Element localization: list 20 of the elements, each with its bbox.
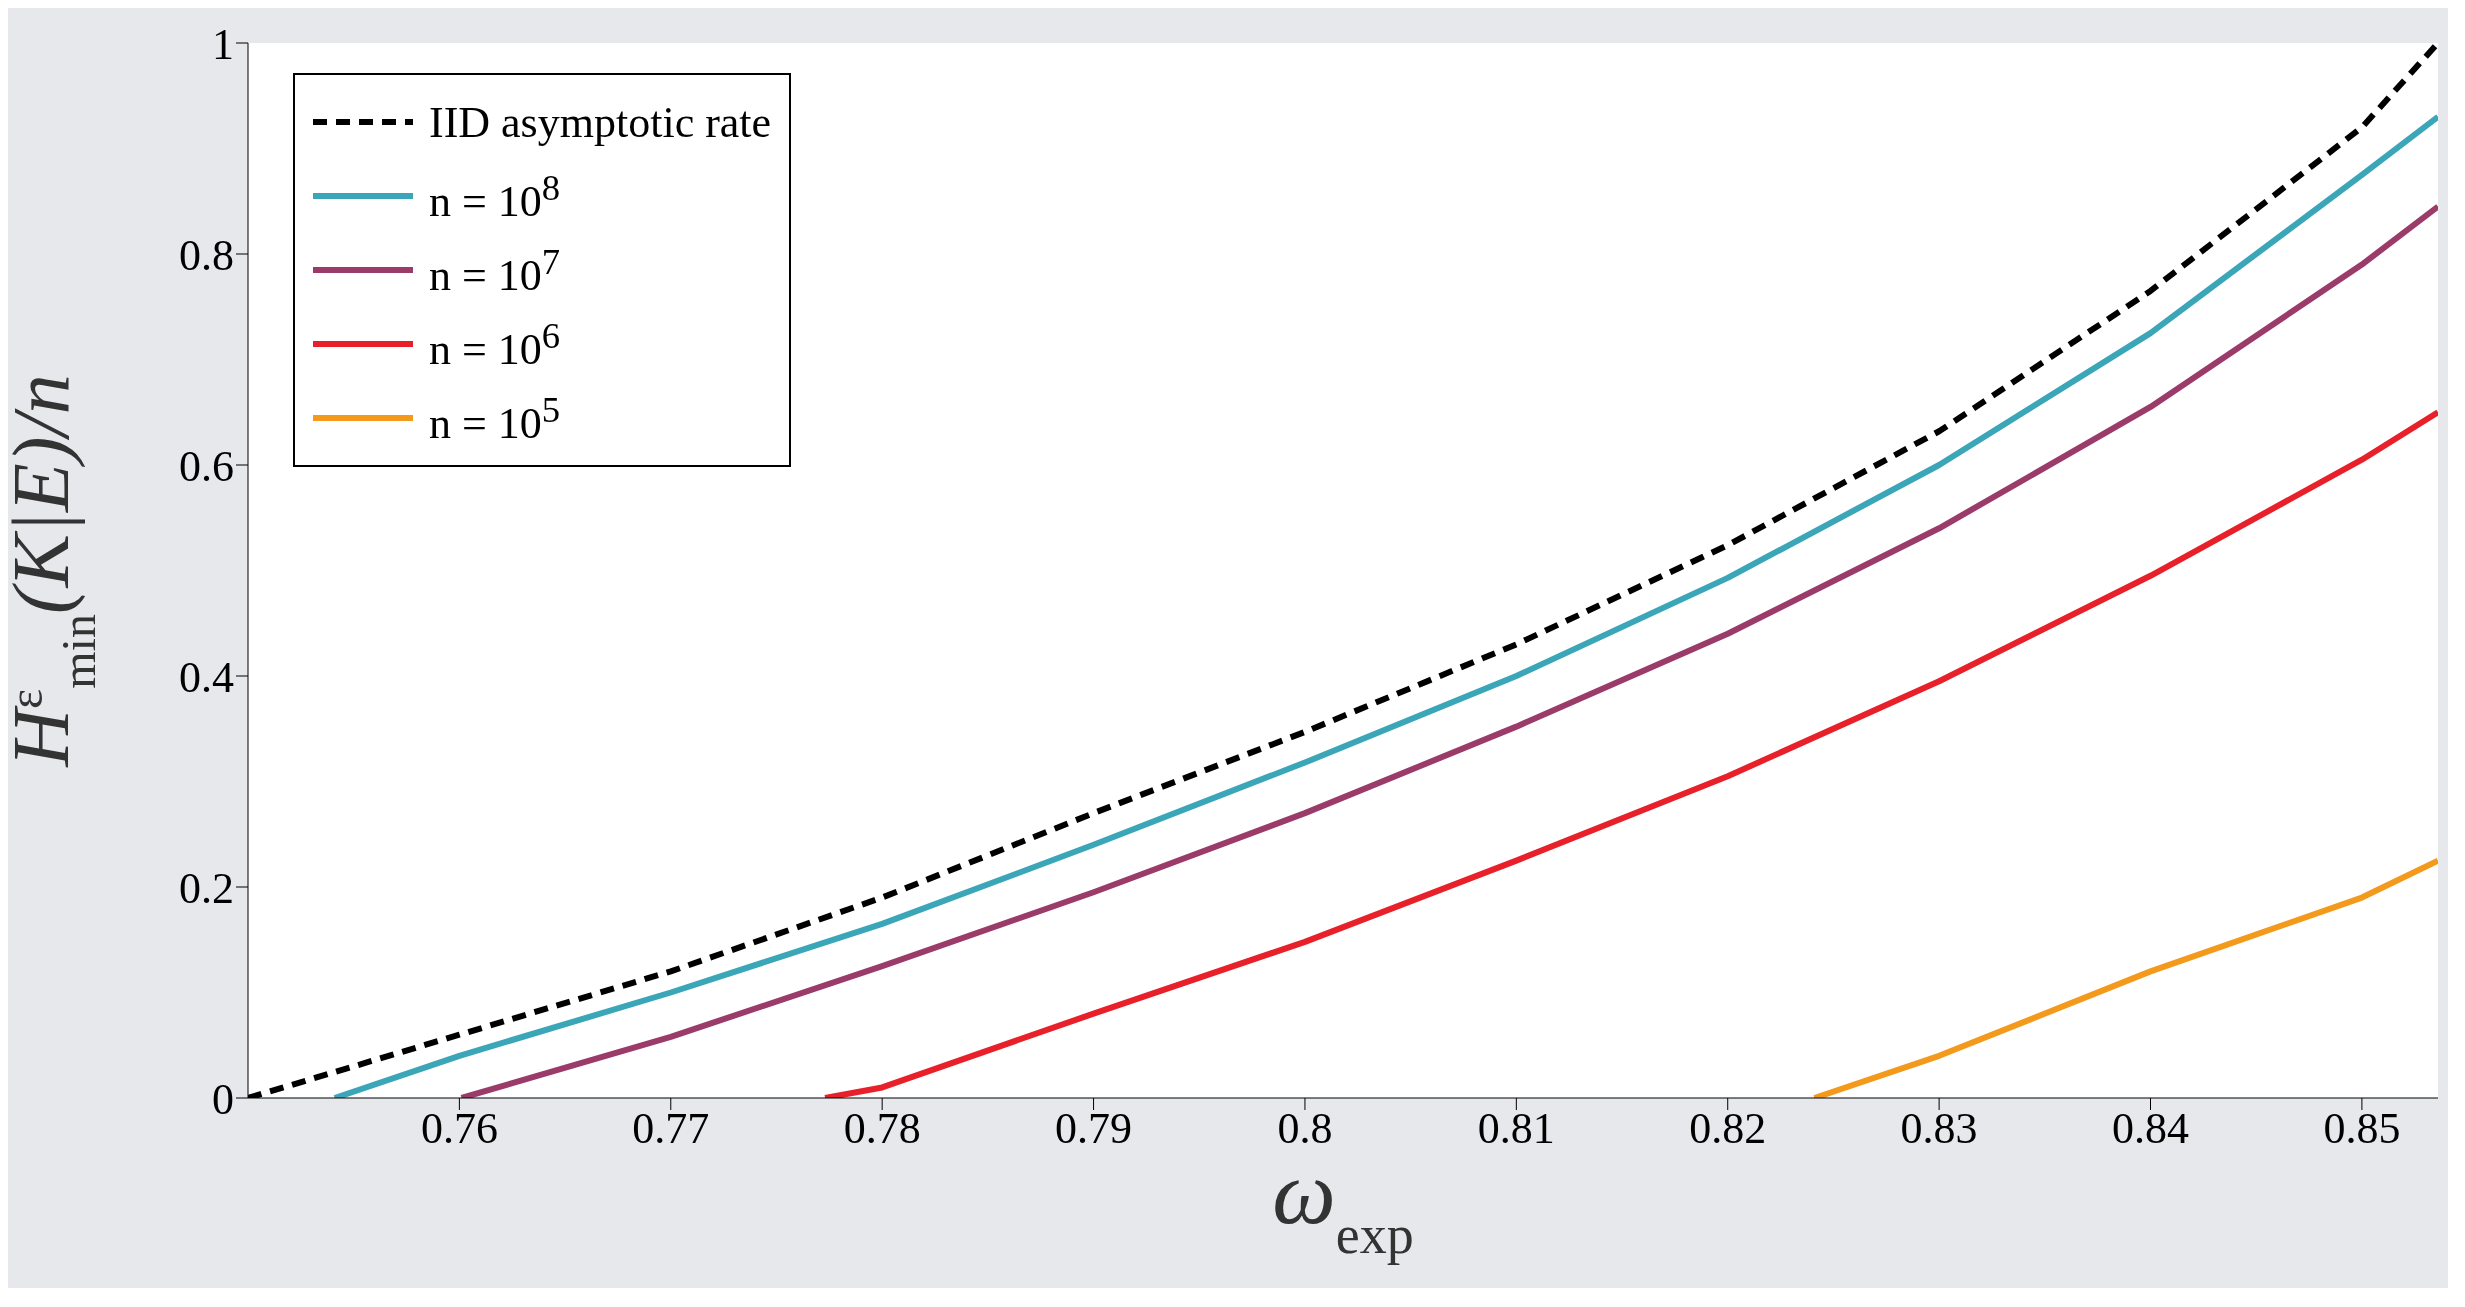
x-tick-label: 0.82 (1689, 1104, 1767, 1154)
x-tick-label: 0.79 (1055, 1104, 1133, 1154)
y-tick-label: 0.2 (179, 863, 234, 913)
x-tick-label: 0.83 (1900, 1104, 1978, 1154)
y-tick-label: 0.6 (179, 441, 234, 491)
x-tick-label: 0.81 (1477, 1104, 1555, 1154)
legend-label: n = 10$^{8}$ (429, 165, 561, 227)
legend-label: IID asymptotic rate (429, 96, 772, 148)
legend-label: n = 10$^{7}$ (429, 239, 561, 301)
x-tick-label: 0.84 (2112, 1104, 2190, 1154)
y-tick-label: 1 (212, 19, 234, 69)
legend-label: n = 10$^{6}$ (429, 313, 561, 375)
y-tick-label: 0 (212, 1074, 234, 1124)
y-tick-label: 0.4 (179, 652, 234, 702)
x-tick-label: 0.77 (632, 1104, 710, 1154)
x-tick-label: 0.76 (420, 1104, 498, 1154)
x-tick-label: 0.78 (843, 1104, 921, 1154)
legend-label: n = 10$^{5}$ (429, 387, 561, 449)
y-tick-label: 0.8 (179, 230, 234, 280)
x-tick-label: 0.85 (2323, 1104, 2401, 1154)
